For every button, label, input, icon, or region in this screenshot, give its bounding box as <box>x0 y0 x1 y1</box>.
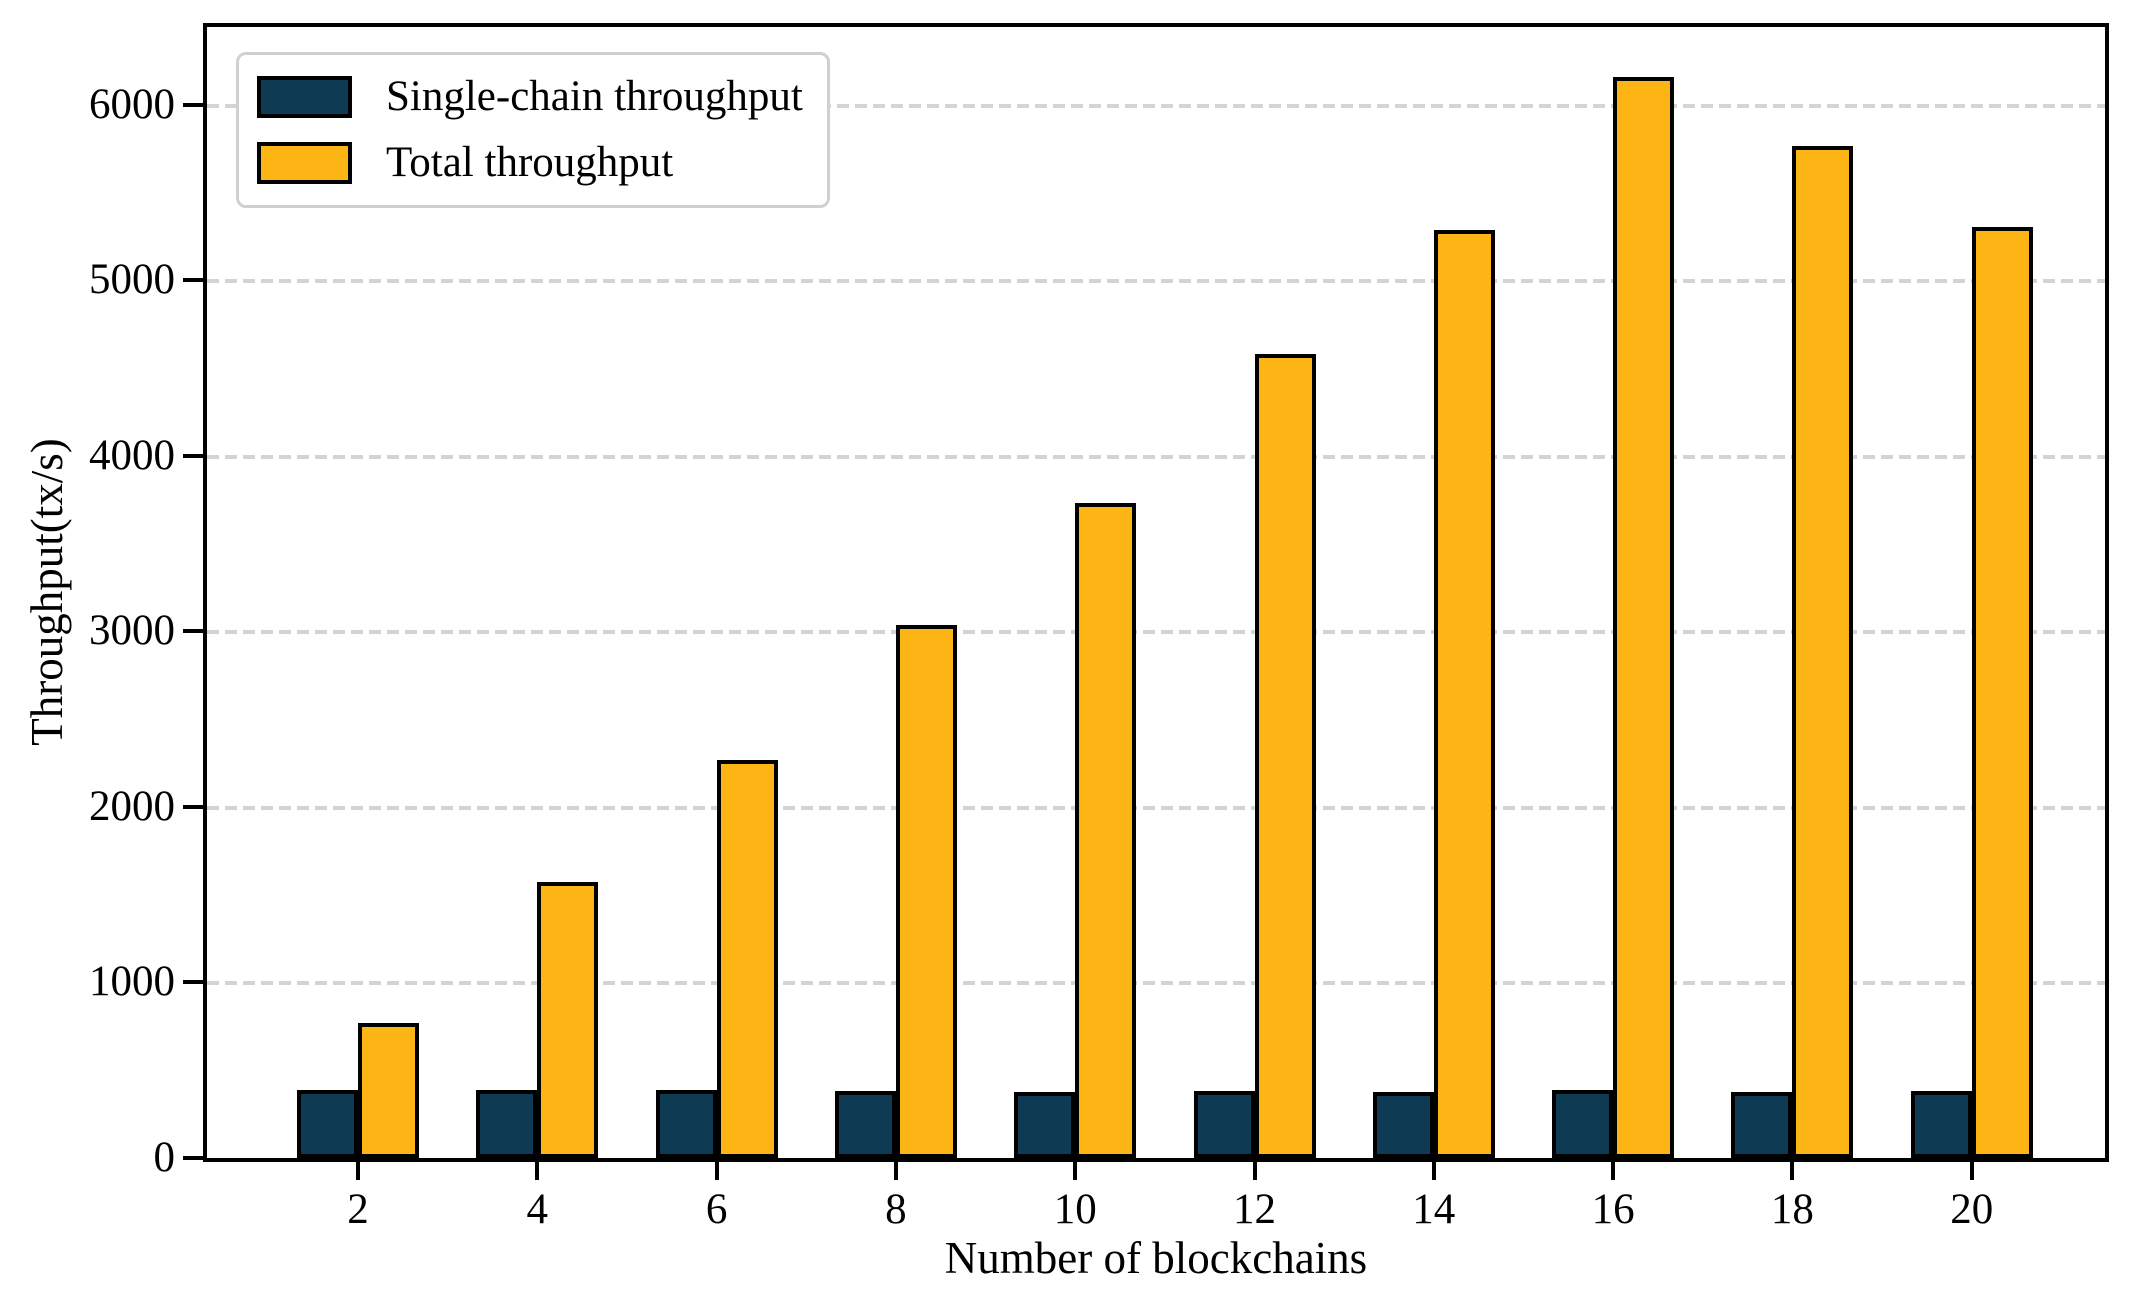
x-tick-label-6: 6 <box>705 1186 728 1233</box>
bar-single-chain-x4 <box>476 1090 538 1158</box>
bar-total-x6 <box>716 760 778 1158</box>
bar-total-x16 <box>1613 77 1675 1158</box>
bar-single-chain-x8 <box>834 1091 896 1158</box>
y-tick-label-1000: 1000 <box>89 958 175 1006</box>
y-axis-label: Throughput(tx/s) <box>22 438 72 746</box>
y-tick-4000 <box>183 453 203 458</box>
bar-total-x12 <box>1254 354 1316 1158</box>
x-tick-4 <box>535 1162 540 1180</box>
x-tick-label-8: 8 <box>885 1186 907 1233</box>
legend-entry-single-chain: Single-chain throughput <box>257 69 803 125</box>
gridline-y-5000 <box>207 279 2105 284</box>
x-tick-label-20: 20 <box>1950 1186 1994 1233</box>
gridline-y-3000 <box>207 630 2105 635</box>
legend-swatch-total <box>257 142 352 184</box>
bar-single-chain-x10 <box>1014 1092 1076 1158</box>
legend-label-single-chain: Single-chain throughput <box>386 73 803 120</box>
x-tick-14 <box>1431 1162 1436 1180</box>
x-tick-20 <box>1969 1162 1974 1180</box>
bar-single-chain-x14 <box>1372 1092 1434 1158</box>
bar-total-x20 <box>1971 227 2033 1158</box>
bar-single-chain-x16 <box>1552 1090 1614 1158</box>
plot-area <box>203 23 2109 1162</box>
legend: Single-chain throughput Total throughput <box>236 52 830 208</box>
x-axis-label: Number of blockchains <box>944 1233 1368 1283</box>
y-tick-1000 <box>183 980 203 985</box>
legend-swatch-single-chain <box>257 76 352 118</box>
y-tick-6000 <box>183 102 203 107</box>
gridline-y-4000 <box>207 454 2105 459</box>
x-tick-label-18: 18 <box>1770 1186 1814 1233</box>
x-tick-label-4: 4 <box>526 1186 549 1233</box>
bar-single-chain-x6 <box>655 1090 717 1158</box>
bar-single-chain-x2 <box>297 1090 358 1158</box>
bar-single-chain-x20 <box>1910 1091 1972 1158</box>
y-tick-label-6000: 6000 <box>89 80 175 128</box>
bar-total-x14 <box>1433 230 1495 1158</box>
x-tick-12 <box>1252 1162 1257 1180</box>
bar-total-x2 <box>358 1023 419 1158</box>
x-tick-2 <box>356 1162 360 1180</box>
y-tick-label-0: 0 <box>153 1134 176 1181</box>
bar-single-chain-x18 <box>1731 1092 1793 1158</box>
bar-single-chain-x12 <box>1193 1091 1255 1158</box>
bar-total-x18 <box>1792 146 1854 1158</box>
bar-total-x4 <box>537 882 599 1158</box>
y-tick-5000 <box>183 278 203 283</box>
y-tick-label-2000: 2000 <box>89 782 175 830</box>
x-tick-label-2: 2 <box>347 1186 369 1233</box>
x-tick-16 <box>1611 1162 1616 1180</box>
bar-total-x10 <box>1075 503 1137 1158</box>
x-tick-label-12: 12 <box>1233 1186 1276 1233</box>
x-tick-8 <box>893 1162 898 1180</box>
y-tick-label-5000: 5000 <box>89 256 175 304</box>
x-tick-label-14: 14 <box>1412 1186 1456 1233</box>
x-tick-label-16: 16 <box>1591 1186 1635 1233</box>
plot-inner: Single-chain throughput Total throughput <box>207 27 2105 1158</box>
y-tick-3000 <box>183 629 203 634</box>
legend-label-total: Total throughput <box>386 139 674 186</box>
y-tick-label-3000: 3000 <box>89 607 175 655</box>
y-tick-2000 <box>183 804 203 809</box>
x-tick-10 <box>1073 1162 1078 1180</box>
x-tick-18 <box>1790 1162 1795 1180</box>
legend-entry-total: Total throughput <box>257 135 803 191</box>
gridline-y-6000 <box>207 103 2105 108</box>
x-tick-6 <box>714 1162 719 1180</box>
gridline-y-2000 <box>207 805 2105 810</box>
bar-total-x8 <box>895 625 957 1158</box>
x-tick-label-10: 10 <box>1053 1186 1097 1233</box>
y-tick-label-4000: 4000 <box>89 431 175 479</box>
gridline-y-1000 <box>207 981 2105 986</box>
y-tick-0 <box>183 1156 203 1160</box>
